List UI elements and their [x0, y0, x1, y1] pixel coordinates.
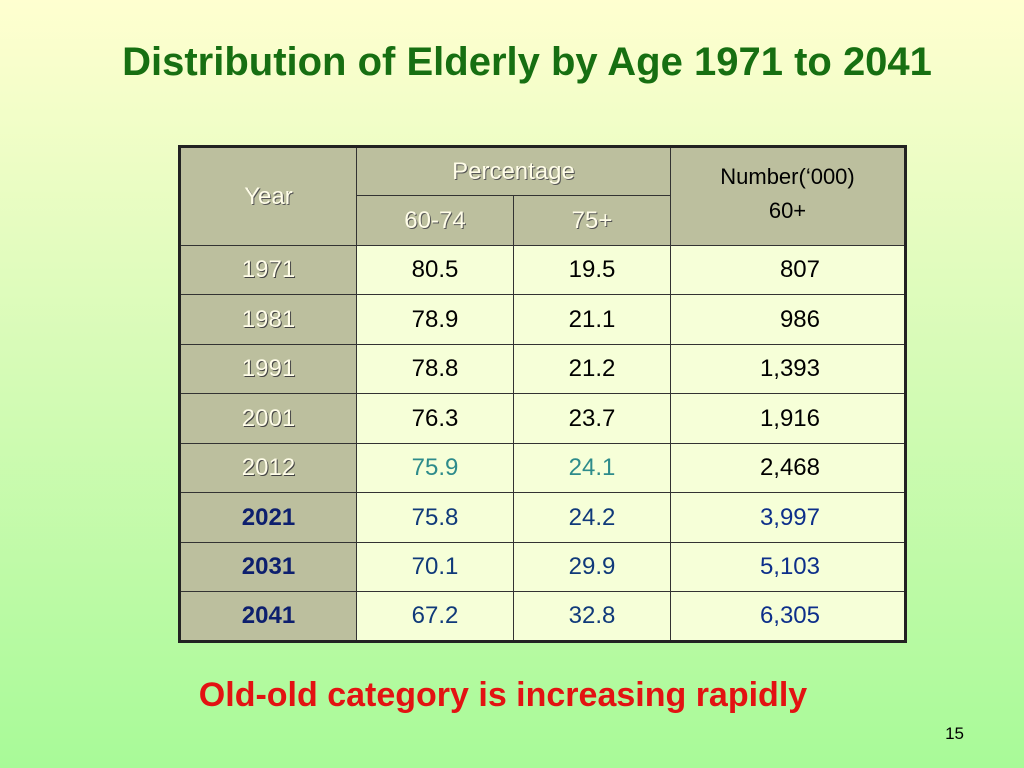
pct-60-74-cell: 78.9 [356, 294, 514, 345]
pct-75-plus-cell: 21.1 [513, 294, 671, 345]
slide-subtitle: Old-old category is increasing rapidly [198, 676, 808, 714]
number-cell: 1,393 [670, 344, 906, 394]
pct-60-74-cell: 67.2 [356, 591, 514, 642]
year-cell: 1991 [179, 344, 357, 394]
pct-75-plus-cell: 21.2 [513, 344, 671, 394]
header-age-75-plus: 75+ [513, 195, 671, 246]
pct-75-plus-cell: 23.7 [513, 393, 671, 444]
table-row: 2041 67.2 32.8 6,305 [179, 591, 906, 642]
table-row: 1991 78.8 21.2 1,393 [179, 344, 906, 394]
number-cell: 986 [670, 294, 906, 345]
table-row: 2001 76.3 23.7 1,916 [179, 393, 906, 444]
pct-75-plus-cell: 24.1 [513, 443, 671, 493]
table-row: 1981 78.9 21.1 986 [179, 294, 906, 345]
table-row: 2021 75.8 24.2 3,997 [179, 492, 906, 543]
number-cell: 3,997 [670, 492, 906, 543]
number-cell: 807 [670, 245, 906, 295]
header-age-60-74: 60-74 [356, 195, 514, 246]
pct-60-74-cell: 75.9 [356, 443, 514, 493]
pct-75-plus-cell: 32.8 [513, 591, 671, 642]
header-year: Year [179, 146, 357, 246]
number-cell: 2,468 [670, 443, 906, 493]
number-cell: 1,916 [670, 393, 906, 444]
number-cell: 5,103 [670, 542, 906, 592]
table-row: 2031 70.1 29.9 5,103 [179, 542, 906, 592]
pct-60-74-cell: 75.8 [356, 492, 514, 543]
elderly-distribution-table: Year Percentage Number(‘000) 60+ 60-74 7… [178, 145, 907, 643]
pct-75-plus-cell: 24.2 [513, 492, 671, 543]
year-cell: 2041 [179, 591, 357, 642]
year-cell: 2031 [179, 542, 357, 592]
year-cell: 2012 [179, 443, 357, 493]
year-cell: 1981 [179, 294, 357, 345]
number-cell: 6,305 [670, 591, 906, 642]
table-row: 1971 80.5 19.5 807 [179, 245, 906, 295]
year-cell: 2001 [179, 393, 357, 444]
year-cell: 1971 [179, 245, 357, 295]
pct-60-74-cell: 80.5 [356, 245, 514, 295]
header-number-age: 60+ [768, 198, 807, 223]
header-number: Number(‘000) 60+ [670, 146, 906, 246]
slide-title: Distribution of Elderly by Age 1971 to 2… [122, 40, 932, 84]
page-number: 15 [945, 724, 964, 743]
pct-75-plus-cell: 29.9 [513, 542, 671, 592]
table-row: 2012 75.9 24.1 2,468 [179, 443, 906, 493]
header-percentage: Percentage [356, 146, 671, 196]
header-number-label: Number(‘000) [720, 164, 855, 189]
pct-60-74-cell: 78.8 [356, 344, 514, 394]
pct-75-plus-cell: 19.5 [513, 245, 671, 295]
pct-60-74-cell: 70.1 [356, 542, 514, 592]
pct-60-74-cell: 76.3 [356, 393, 514, 444]
year-cell: 2021 [179, 492, 357, 543]
